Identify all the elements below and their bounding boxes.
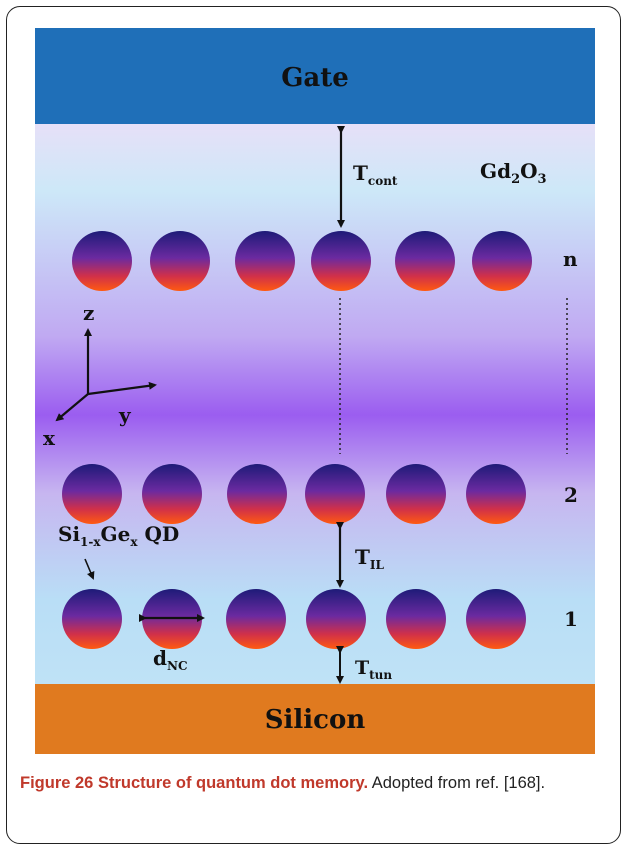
quantum-dot bbox=[386, 589, 446, 649]
layer-label-1: 1 bbox=[564, 607, 578, 631]
quantum-dot bbox=[386, 464, 446, 524]
caption-text: Adopted from ref. [168]. bbox=[368, 774, 546, 792]
quantum-dot bbox=[306, 589, 366, 649]
gate-label: Gate bbox=[281, 63, 349, 93]
layer-label-2: 2 bbox=[564, 483, 578, 507]
y-axis-label: y bbox=[118, 403, 132, 427]
caption-title: Figure 26 Structure of quantum dot memor… bbox=[20, 774, 369, 792]
silicon-layer bbox=[35, 684, 595, 754]
gate-layer bbox=[35, 28, 595, 124]
quantum-dot bbox=[305, 464, 365, 524]
t-tun-label: Ttun bbox=[355, 657, 392, 682]
quantum-dot bbox=[226, 589, 286, 649]
quantum-dot bbox=[472, 231, 532, 291]
dot-row-1 bbox=[62, 589, 526, 649]
quantum-dot bbox=[235, 231, 295, 291]
silicon-label: Silicon bbox=[265, 705, 366, 735]
dot-row-2 bbox=[62, 464, 526, 524]
quantum-dot-memory-diagram: Gate Silicon Gd2O3 Tcont n 2 1 bbox=[35, 28, 595, 754]
dot-row-n bbox=[72, 231, 532, 291]
quantum-dot bbox=[311, 231, 371, 291]
x-axis-label: x bbox=[43, 426, 56, 450]
qd-material-label: Si1-xGex QD bbox=[58, 522, 179, 549]
coordinate-axes: z y x bbox=[43, 301, 157, 450]
quantum-dot bbox=[395, 231, 455, 291]
z-axis-label: z bbox=[83, 301, 94, 325]
quantum-dot bbox=[142, 464, 202, 524]
oxide-material-label: Gd2O3 bbox=[480, 159, 547, 187]
quantum-dot bbox=[72, 231, 132, 291]
quantum-dot bbox=[62, 589, 122, 649]
quantum-dot bbox=[227, 464, 287, 524]
t-il-label: TIL bbox=[355, 545, 385, 572]
layer-label-n: n bbox=[563, 247, 578, 271]
qd-pointer-arrow bbox=[84, 558, 95, 580]
d-nc-label: dNC bbox=[153, 646, 188, 673]
quantum-dot bbox=[150, 231, 210, 291]
quantum-dot bbox=[466, 464, 526, 524]
figure-caption: Figure 26 Structure of quantum dot memor… bbox=[20, 771, 610, 796]
x-axis-arrow bbox=[55, 393, 89, 422]
quantum-dot bbox=[62, 464, 122, 524]
quantum-dot bbox=[466, 589, 526, 649]
y-axis-arrow bbox=[87, 381, 157, 396]
t-cont-label: Tcont bbox=[353, 161, 398, 188]
